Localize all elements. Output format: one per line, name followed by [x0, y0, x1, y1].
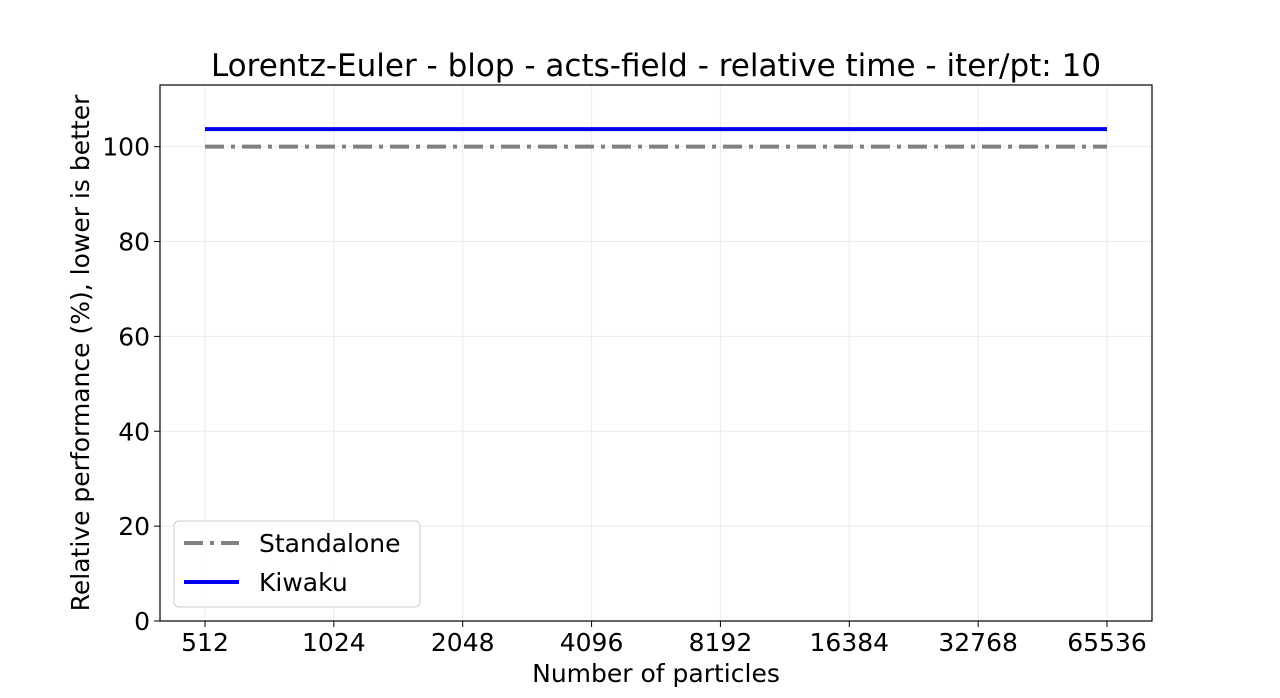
y-tick-label: 80	[118, 228, 150, 257]
legend-label: Kiwaku	[259, 568, 348, 597]
x-tick-label: 2048	[431, 628, 495, 657]
x-tick-label: 16384	[810, 628, 890, 657]
x-tick-label: 4096	[560, 628, 624, 657]
x-tick-label: 1024	[302, 628, 366, 657]
y-tick-label: 100	[102, 133, 150, 162]
x-tick-label: 8192	[689, 628, 753, 657]
x-tick-label: 32768	[938, 628, 1018, 657]
x-axis-ticks: 512 1024 2048 4096 8192 16384 32768 65536	[181, 621, 1147, 657]
x-tick-label: 65536	[1067, 628, 1147, 657]
y-tick-label: 40	[118, 417, 150, 446]
x-axis-label: Number of particles	[532, 659, 780, 688]
plot-frame	[159, 84, 1153, 622]
y-tick-label: 60	[118, 322, 150, 351]
series-lines	[205, 127, 1107, 149]
y-axis-ticks: 0 20 40 60 80 100	[102, 133, 160, 636]
legend: Standalone Kiwaku	[173, 520, 421, 608]
y-axis-label: Relative performance (%), lower is bette…	[66, 94, 95, 611]
chart-title: Lorentz-Euler - blop - acts-field - rela…	[211, 48, 1101, 84]
legend-label: Standalone	[259, 529, 401, 558]
x-tick-label: 512	[181, 628, 229, 657]
y-tick-label: 0	[134, 607, 150, 636]
y-tick-label: 20	[118, 512, 150, 541]
